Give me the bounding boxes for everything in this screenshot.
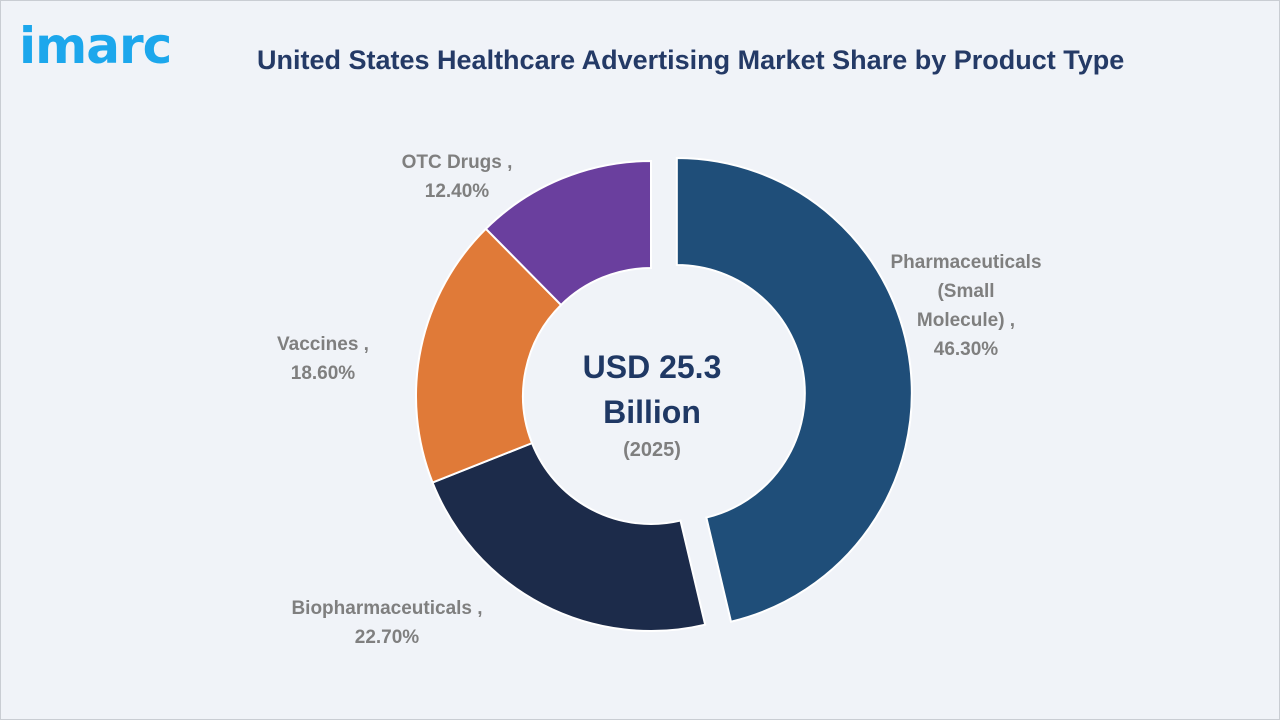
slice-label-line: Biopharmaceuticals , (291, 598, 482, 619)
slice-label-line: 18.60% (291, 363, 356, 384)
slice-label-line: Vaccines , (277, 334, 369, 355)
slice-label-line: Molecule) , (917, 310, 1015, 331)
slice-label: OTC Drugs , 12.40% (402, 152, 513, 202)
chart-title: United States Healthcare Advertising Mar… (257, 45, 1125, 75)
slice-vaccines (415, 227, 563, 484)
slice-label-line: 12.40% (425, 181, 490, 202)
slice-label-line: OTC Drugs , (402, 152, 513, 173)
slice-label-line: (Small (937, 281, 994, 302)
center-year: (2025) (623, 439, 681, 461)
slice-label-line: 46.30% (934, 339, 999, 360)
slice-label: Pharmaceuticals (Small Molecule) , 46.30% (890, 252, 1041, 360)
center-total-value: USD 25.3 (583, 349, 722, 385)
slice-otc-drugs (484, 159, 652, 307)
slice-biopharmaceuticals (431, 441, 707, 632)
slice-pharmaceuticals-small-molecule (675, 156, 913, 623)
imarc-logo: imarc (19, 17, 172, 75)
slice-label-line: 22.70% (355, 627, 420, 648)
slice-label-line: Pharmaceuticals (890, 252, 1041, 273)
donut-slices (415, 156, 913, 632)
slice-label: Biopharmaceuticals , 22.70% (291, 598, 482, 648)
slice-labels: Pharmaceuticals (Small Molecule) , 46.30% Bi… (277, 152, 1041, 648)
slice-label: Vaccines , 18.60% (277, 334, 369, 384)
center-total-unit: Billion (603, 394, 701, 430)
